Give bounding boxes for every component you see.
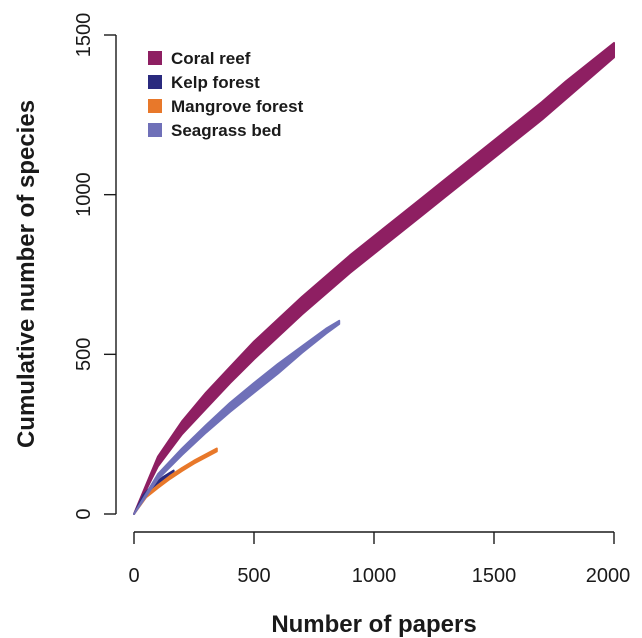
legend: Coral reef Kelp forest Mangrove forest Seag… [148,49,304,140]
x-tick-label: 500 [237,565,270,587]
legend-swatch-mangrove-forest [148,99,162,113]
legend-swatch-kelp-forest [148,75,162,89]
x-axis-title: Number of papers [271,611,476,638]
series-band-mangrove-forest [133,447,218,515]
y-tick-label: 500 [73,338,95,371]
legend-label-coral-reef: Coral reef [171,49,251,68]
series-bands [133,41,615,515]
y-axis-title: Cumulative number of species [13,100,40,448]
y-tick-label: 1000 [73,172,95,217]
series-band-seagrass-bed [133,319,341,515]
legend-label-seagrass-bed: Seagrass bed [171,121,282,140]
x-tick-label: 2000 [586,565,631,587]
y-tick-label: 0 [73,508,95,519]
x-axis-ticks: 0 500 1000 1500 2000 [128,532,630,587]
legend-swatch-coral-reef [148,51,162,65]
legend-label-mangrove-forest: Mangrove forest [171,97,304,116]
y-axis-ticks: 0 500 1000 1500 [73,13,116,520]
legend-swatch-seagrass-bed [148,123,162,137]
y-tick-label: 1500 [73,13,95,58]
series-band-coral-reef [133,41,615,515]
legend-label-kelp-forest: Kelp forest [171,73,260,92]
x-tick-label: 1000 [352,565,397,587]
x-tick-label: 0 [128,565,139,587]
x-tick-label: 1500 [472,565,517,587]
